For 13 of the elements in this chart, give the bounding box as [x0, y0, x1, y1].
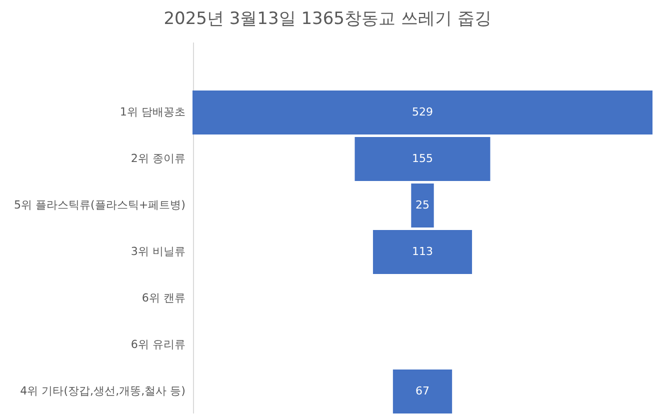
category-label: 3위 비닐류	[130, 245, 186, 258]
data-label: 25	[416, 198, 430, 212]
category-label: 6위 캔류	[142, 292, 186, 304]
data-label: 67	[416, 384, 430, 398]
category-label: 5위 플라스틱류(플라스틱+페트병)	[14, 198, 186, 212]
category-label: 2위 종이류	[130, 152, 186, 166]
category-label: 6위 유리류	[130, 338, 186, 351]
category-label: 1위 담배꽁초	[120, 106, 186, 119]
category-label: 4위 기타(장갑,생선,개똥,철사 등)	[20, 384, 186, 398]
text: 2025년 3월13일 1365창동교 쓰레기 줍깅	[164, 9, 492, 29]
data-label: 113	[412, 245, 433, 258]
data-label: 529	[412, 106, 433, 119]
data-label: 155	[412, 152, 433, 166]
